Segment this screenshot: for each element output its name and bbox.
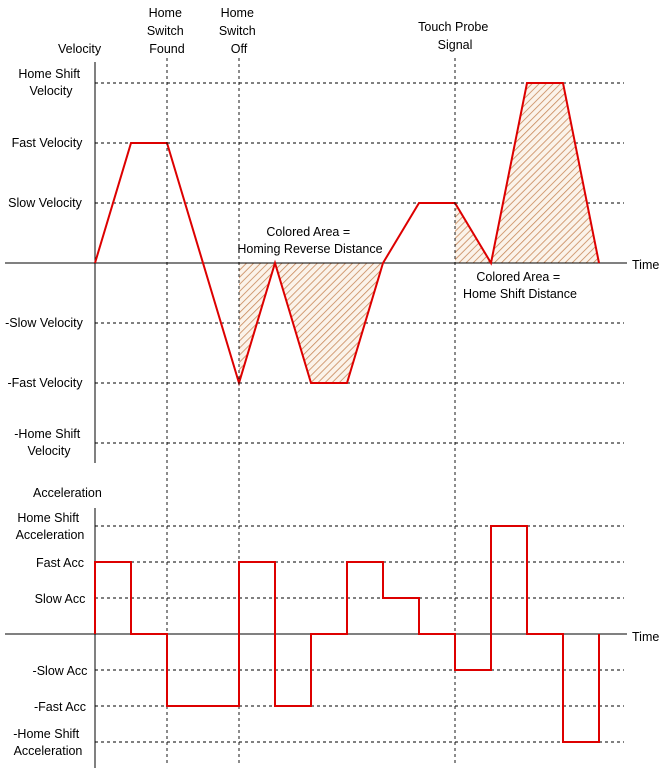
acceleration-axes [5,508,627,768]
level-label-neg-home-shift-acc: -Home Shift Acceleration [13,727,82,758]
level-label-neg-home-shift-velocity: -Home Shift Velocity [14,427,83,458]
time-label-velocity: Time [632,258,659,272]
event-label-touch-probe-signal: Touch Probe Signal [418,20,492,52]
level-label-neg-fast-acc: -Fast Acc [34,700,86,714]
acceleration-axis-title: Acceleration [33,486,102,500]
level-label-home-shift-acc: Home Shift Acceleration [16,511,85,542]
event-labels: Home Switch Found Home Switch Off Touch … [147,6,492,56]
velocity-axis-title: Velocity [58,42,102,56]
acceleration-chart: Acceleration Time Home Shift Acceleratio… [5,486,659,768]
level-label-slow-acc: Slow Acc [35,592,86,606]
velocity-trace [94,82,600,387]
level-label-fast-velocity: Fast Velocity [12,136,84,150]
level-label-slow-velocity: Slow Velocity [8,196,82,210]
event-label-home-switch-found: Home Switch Found [147,6,187,56]
velocity-profile-line [94,82,600,387]
level-label-neg-slow-velocity: -Slow Velocity [5,316,84,330]
acceleration-profile-line [94,525,600,743]
annotation-home-shift-distance: Colored Area = Home Shift Distance [463,270,577,301]
level-label-fast-acc: Fast Acc [36,556,84,570]
annotation-homing-reverse-distance: Colored Area = Homing Reverse Distance [237,225,382,256]
acceleration-trace [94,525,600,743]
home-shift-area-2 [491,83,599,263]
level-label-neg-fast-velocity: -Fast Velocity [7,376,83,390]
event-label-home-switch-off: Home Switch Off [219,6,259,56]
time-label-acceleration: Time [632,630,659,644]
velocity-chart: Velocity Time Home Shift Velocity Fast V… [5,42,659,463]
level-label-home-shift-velocity: Home Shift Velocity [18,67,83,98]
level-label-neg-slow-acc: -Slow Acc [33,664,88,678]
